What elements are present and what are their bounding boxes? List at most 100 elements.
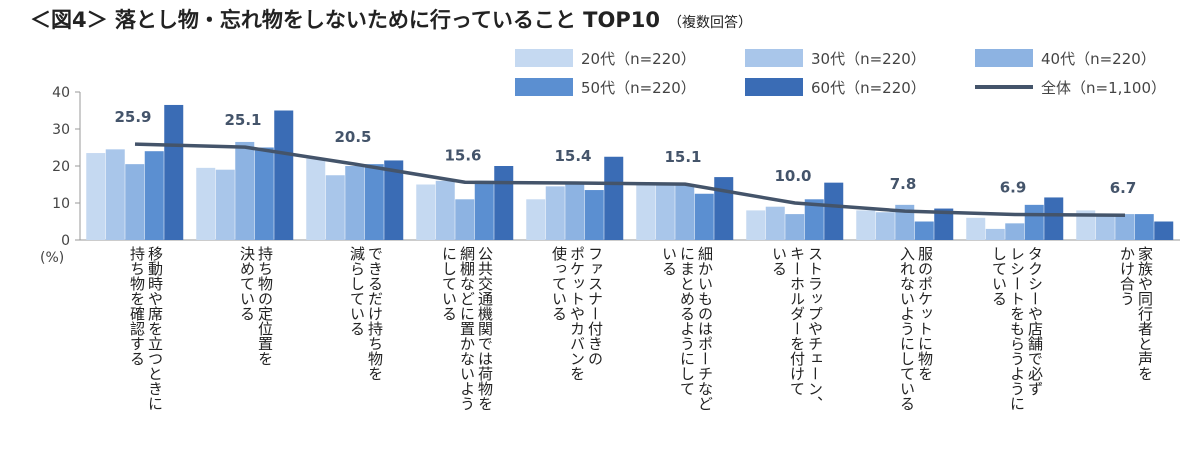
- category-label: 移動時や席を立つときに: [146, 246, 164, 411]
- bar: [584, 190, 604, 240]
- data-label: 25.1: [224, 111, 261, 129]
- bar: [1044, 197, 1064, 240]
- category-label: 公共交通機関では荷物を: [476, 246, 494, 411]
- data-label: 10.0: [774, 167, 811, 185]
- category-label: できるだけ持ち物を: [366, 246, 384, 381]
- category-label: 入れないようにしている: [898, 246, 916, 411]
- legend-label: 全体（n=1,100）: [1041, 79, 1166, 97]
- bar: [785, 214, 805, 240]
- bar: [384, 160, 404, 240]
- category-label: ストラップやチェーン、: [806, 246, 824, 411]
- bar: [565, 182, 585, 240]
- bar: [856, 210, 876, 240]
- bar: [254, 147, 274, 240]
- bar: [125, 164, 145, 240]
- y-tick-label: 20: [52, 159, 70, 175]
- y-tick-label: 10: [52, 196, 70, 212]
- bar: [455, 199, 475, 240]
- data-label: 7.8: [890, 175, 917, 193]
- category-label: 減らしている: [348, 246, 366, 336]
- total-line-group: 25.9 25.1 20.5 15.6 15.4 15.1 10.0 7.8 6.9 6.7: [114, 108, 1137, 217]
- category-label: 網棚などに置かないよう: [458, 246, 476, 411]
- category-label: 持ち物を確認する: [128, 246, 146, 366]
- legend-label: 50代（n=220）: [581, 79, 696, 97]
- bar: [196, 167, 216, 240]
- category-label: にしている: [440, 246, 458, 321]
- data-label: 6.9: [1000, 178, 1027, 196]
- bar: [985, 228, 1005, 240]
- bar: [694, 193, 714, 240]
- legend-label: 20代（n=220）: [581, 50, 696, 68]
- total-line: [134, 142, 1126, 217]
- bar: [824, 182, 844, 240]
- bar: [215, 169, 235, 240]
- category-label: ポケットやカバンを: [568, 246, 586, 381]
- bar: [1154, 221, 1174, 240]
- category-label: 家族や同行者と声を: [1136, 246, 1154, 381]
- legend-swatch: [745, 78, 803, 96]
- bars: [86, 104, 1174, 240]
- bar: [364, 164, 384, 240]
- data-label: 6.7: [1110, 179, 1137, 197]
- bar: [435, 180, 455, 240]
- category-label: いる: [660, 246, 678, 276]
- bar: [765, 206, 785, 240]
- bar: [1115, 214, 1135, 240]
- data-label: 25.9: [114, 108, 151, 126]
- category-label: にまとめるようにして: [678, 246, 696, 396]
- bar: [474, 180, 494, 240]
- bar: [274, 110, 294, 240]
- category-label: ファスナー付きの: [586, 246, 604, 366]
- category-label: 持ち物の定位置を: [256, 246, 274, 366]
- bar: [675, 184, 695, 240]
- category-label: 使っている: [550, 246, 568, 321]
- chart-title-text: ＜図4＞ 落とし物・忘れ物をしないために行っていること TOP10: [30, 8, 660, 32]
- legend-swatch: [745, 49, 803, 67]
- y-tick-label: 0: [61, 233, 70, 249]
- category-label: 細かいものはポーチなど: [696, 246, 714, 411]
- category-label: レシートをもらうように: [1008, 246, 1026, 411]
- bar: [1005, 223, 1025, 240]
- legend-swatch: [515, 49, 573, 67]
- bar: [235, 141, 255, 240]
- bar: [345, 166, 365, 240]
- bar: [86, 153, 106, 240]
- bar: [105, 149, 125, 240]
- legend-label: 60代（n=220）: [811, 79, 926, 97]
- chart-subtitle: （複数回答）: [667, 15, 752, 31]
- y-tick-label: 40: [52, 85, 70, 101]
- data-label: 15.6: [444, 146, 481, 164]
- legend-swatch: [975, 49, 1033, 67]
- bar: [934, 208, 954, 240]
- bar: [545, 186, 565, 240]
- chart-title: ＜図4＞ 落とし物・忘れ物をしないために行っていること TOP10 （複数回答）: [30, 4, 752, 34]
- y-axis-unit-label: (%): [40, 250, 64, 266]
- bar: [526, 199, 546, 240]
- category-label: いる: [770, 246, 788, 276]
- legend-swatch: [515, 78, 573, 96]
- bar: [164, 104, 184, 240]
- bar: [1024, 204, 1044, 240]
- bar: [655, 184, 675, 240]
- legend: 20代（n=220） 30代（n=220） 40代（n=220） 50代（n=220）…: [515, 49, 1166, 97]
- bar: [1134, 214, 1154, 240]
- bar: [416, 184, 436, 240]
- bar: [1095, 215, 1115, 240]
- legend-label: 30代（n=220）: [811, 50, 926, 68]
- category-label: タクシーや店舗で必ず: [1026, 246, 1044, 396]
- bar: [714, 177, 734, 240]
- bar: [636, 184, 656, 240]
- bar: [604, 156, 624, 240]
- category-label: 服のポケットに物を: [916, 246, 934, 381]
- data-label: 15.1: [664, 148, 701, 166]
- category-label: キーホルダーを付けて: [788, 246, 806, 396]
- y-tick-label: 30: [52, 122, 70, 138]
- bar: [144, 151, 164, 240]
- bar: [306, 158, 326, 240]
- category-label: 決めている: [238, 246, 256, 321]
- bar: [895, 204, 915, 240]
- bar: [914, 221, 934, 240]
- data-label: 15.4: [554, 147, 591, 165]
- bar: [746, 210, 766, 240]
